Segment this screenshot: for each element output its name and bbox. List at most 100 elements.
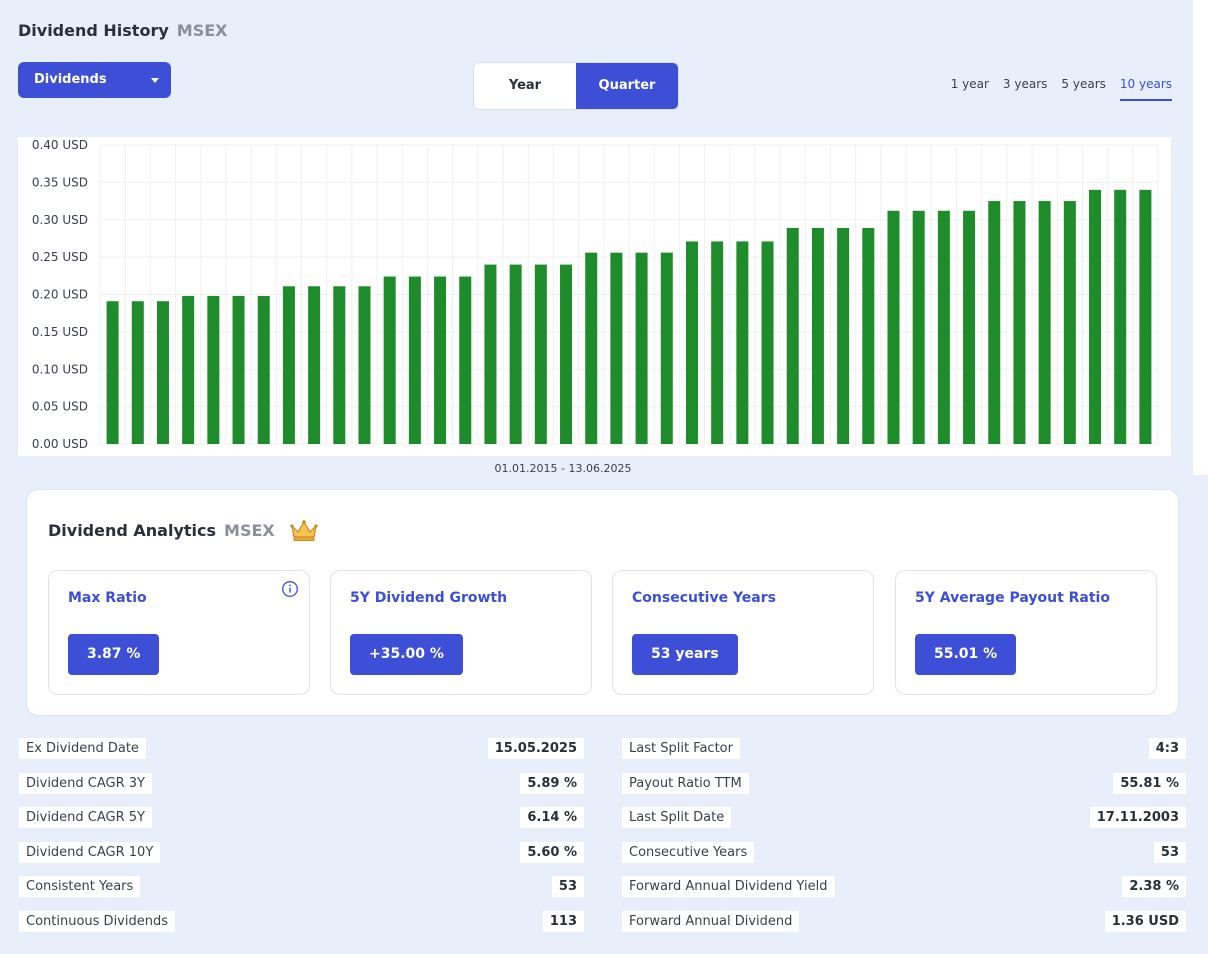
quarter-toggle-button[interactable]: Quarter [576, 63, 678, 109]
dividend-bar[interactable] [585, 252, 598, 444]
dividend-bar[interactable] [1139, 189, 1152, 444]
stat-label: Payout Ratio TTM [622, 773, 749, 794]
stat-value: 15.05.2025 [487, 738, 584, 759]
stat-row-dividend-cagr-3y: Dividend CAGR 3Y 5.89 % [19, 773, 584, 795]
stat-value: 113 [542, 911, 584, 932]
dividend-bar[interactable] [560, 264, 573, 444]
stat-row-last-split-date: Last Split Date 17.11.2003 [622, 807, 1186, 829]
stat-value: 6.14 % [520, 807, 584, 828]
stat-label: Ex Dividend Date [19, 738, 146, 759]
dividend-bar[interactable] [610, 252, 623, 444]
dividend-bar[interactable] [333, 286, 346, 444]
dividend-bar[interactable] [685, 241, 698, 444]
metric-card-5y-average-payout-ratio: 5Y Average Payout Ratio 55.01 % [895, 570, 1157, 695]
stat-label: Continuous Dividends [19, 911, 175, 932]
range-tab-1-year[interactable]: 1 year [950, 77, 989, 91]
range-tab-3-years[interactable]: 3 years [1002, 77, 1048, 91]
year-toggle-button[interactable]: Year [508, 78, 542, 93]
metric-dropdown[interactable]: Dividends [18, 62, 171, 98]
stat-label: Consecutive Years [622, 842, 755, 863]
metric-card-max-ratio: Max Ratio 3.87 % [48, 570, 310, 695]
stat-row-continuous-dividends: Continuous Dividends 113 [19, 911, 584, 933]
dividend-bar[interactable] [182, 295, 195, 444]
dividend-bar[interactable] [711, 241, 724, 444]
stat-value: 4:3 [1148, 738, 1186, 759]
chevron-down-icon [151, 78, 159, 83]
dividend-bar[interactable] [887, 210, 900, 444]
stat-label: Forward Annual Dividend Yield [622, 876, 835, 897]
analytics-title: Dividend Analytics MSEX [48, 521, 275, 540]
dividend-bar[interactable] [1063, 201, 1076, 444]
analytics-ticker: MSEX [224, 521, 275, 540]
dividend-bar[interactable] [963, 210, 976, 444]
info-icon[interactable] [281, 580, 299, 602]
dropdown-selected-label: Dividends [34, 72, 107, 87]
dividend-bar[interactable] [131, 301, 144, 444]
metric-card-consecutive-years: Consecutive Years 53 years [612, 570, 874, 695]
stat-value: 2.38 % [1122, 876, 1186, 897]
chart-date-range: 01.01.2015 - 13.06.2025 [494, 462, 632, 475]
metric-label: Max Ratio [68, 590, 147, 606]
y-tick-label: 0.30 USD [32, 213, 88, 227]
dividend-bar[interactable] [308, 286, 321, 444]
dividend-bar[interactable] [207, 295, 220, 444]
stat-row-consecutive-years: Consecutive Years 53 [622, 842, 1186, 864]
metric-value: 53 years [632, 634, 738, 675]
dividend-bar[interactable] [156, 301, 169, 444]
crown-icon [289, 518, 319, 546]
stat-label: Dividend CAGR 10Y [19, 842, 161, 863]
range-tab-5-years[interactable]: 5 years [1061, 77, 1106, 91]
dividend-analytics-card: Dividend Analytics MSEX Max Ratio 3.87 % … [26, 489, 1179, 716]
stat-row-dividend-cagr-10y: Dividend CAGR 10Y 5.60 % [19, 842, 584, 864]
dividend-bar[interactable] [257, 295, 270, 444]
stat-value: 5.89 % [520, 773, 584, 794]
y-tick-label: 0.40 USD [32, 138, 88, 152]
stat-label: Last Split Factor [622, 738, 740, 759]
dividend-bar[interactable] [1114, 189, 1127, 444]
dividend-bar[interactable] [786, 227, 799, 444]
stat-row-forward-annual-dividend-yield: Forward Annual Dividend Yield 2.38 % [622, 876, 1186, 898]
dividend-bar[interactable] [635, 252, 648, 444]
dividend-bar[interactable] [434, 276, 447, 444]
period-toggle: Year Quarter [473, 62, 679, 110]
y-tick-label: 0.25 USD [32, 250, 88, 264]
dividend-bar[interactable] [232, 295, 245, 444]
dividend-bar[interactable] [106, 301, 119, 444]
y-tick-label: 0.35 USD [32, 175, 88, 189]
dividend-bar[interactable] [509, 264, 522, 444]
metric-value: 55.01 % [915, 634, 1017, 675]
dividend-bar[interactable] [912, 210, 925, 444]
stat-label: Forward Annual Dividend [622, 911, 800, 932]
dividend-bar[interactable] [660, 252, 673, 444]
dividend-bar[interactable] [988, 201, 1001, 444]
range-tab-10-years[interactable]: 10 years [1119, 77, 1172, 101]
dividend-bar[interactable] [1038, 201, 1051, 444]
stat-value: 1.36 USD [1104, 911, 1186, 932]
dividend-bar[interactable] [534, 264, 547, 444]
stat-row-ex-dividend-date: Ex Dividend Date 15.05.2025 [19, 738, 584, 760]
dividend-bar[interactable] [358, 286, 371, 444]
dividend-bar[interactable] [837, 227, 850, 444]
dividend-bar[interactable] [761, 241, 774, 444]
dividend-bar[interactable] [1089, 189, 1102, 444]
dividend-bar[interactable] [408, 276, 421, 444]
dividend-bar[interactable] [383, 276, 396, 444]
time-range-tabs: 1 year 3 years 5 years 10 years [951, 77, 1172, 101]
metric-value: +35.00 % [350, 634, 463, 675]
dividend-bar[interactable] [937, 210, 950, 444]
stat-label: Consistent Years [19, 876, 141, 897]
stat-row-payout-ratio-ttm: Payout Ratio TTM 55.81 % [622, 773, 1186, 795]
metric-value: 3.87 % [68, 634, 160, 675]
dividend-bar[interactable] [736, 241, 749, 444]
dividend-bar[interactable] [862, 227, 875, 444]
dividend-bar[interactable] [1013, 201, 1026, 444]
metric-label: Consecutive Years [632, 590, 776, 606]
stat-value: 17.11.2003 [1089, 807, 1186, 828]
dividend-bar[interactable] [459, 276, 472, 444]
stat-value: 53 [1153, 842, 1186, 863]
dividend-bar[interactable] [811, 227, 824, 444]
dividend-bar[interactable] [282, 286, 295, 444]
stat-label: Last Split Date [622, 807, 732, 828]
stat-label: Dividend CAGR 3Y [19, 773, 152, 794]
dividend-bar[interactable] [484, 264, 497, 444]
